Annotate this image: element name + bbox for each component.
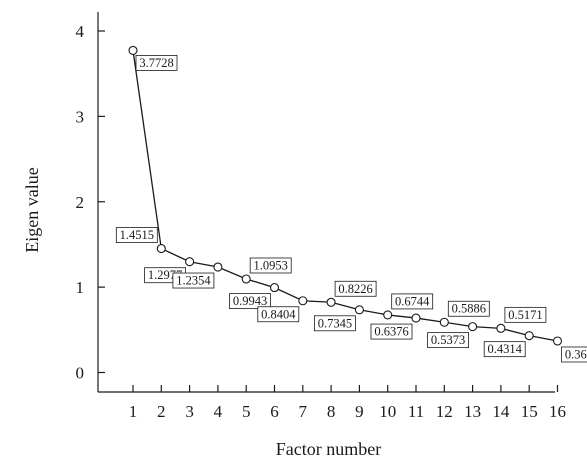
y-tick-label: 0 — [76, 364, 85, 383]
data-label-text: 0.3691 — [565, 347, 587, 361]
data-label-text: 0.9943 — [233, 294, 267, 308]
data-label-box — [370, 323, 413, 340]
data-label-box — [257, 306, 300, 323]
y-tick-label: 2 — [76, 193, 85, 212]
data-label: 1.0953 — [249, 257, 292, 274]
data-label: 0.5171 — [504, 306, 547, 323]
x-tick-label: 7 — [299, 402, 308, 421]
data-point — [185, 257, 195, 267]
data-label: 0.5373 — [427, 332, 470, 349]
data-point — [496, 323, 506, 333]
data-label-text: 0.5171 — [508, 308, 542, 322]
data-label: 0.4314 — [483, 341, 526, 358]
y-axis-title: Eigen value — [22, 167, 42, 252]
data-point — [411, 313, 421, 323]
data-point — [524, 331, 534, 341]
x-tick-label: 14 — [492, 402, 510, 421]
y-tick-label: 4 — [76, 22, 85, 41]
data-label-text: 0.8226 — [338, 282, 372, 296]
data-label-box — [504, 306, 547, 323]
data-label-box — [172, 272, 215, 289]
data-point — [269, 283, 280, 293]
x-tick-label: 4 — [214, 402, 223, 421]
data-point — [552, 336, 563, 346]
data-label-box — [561, 346, 587, 363]
x-ticks: 1 2 3 4 5 6 7 8 9 10 11 12 13 14 15 16 — [129, 385, 566, 421]
data-point — [298, 296, 308, 306]
x-tick-label: 16 — [549, 402, 566, 421]
data-label: 0.5886 — [447, 300, 490, 317]
data-label-text: 0.8404 — [261, 307, 296, 321]
data-point — [439, 317, 449, 327]
y-tick-label: 1 — [76, 278, 85, 297]
data-label-text: 1.2354 — [176, 274, 211, 288]
data-label: 0.7345 — [313, 315, 356, 332]
data-point — [383, 310, 393, 320]
series-line — [132, 50, 558, 342]
x-tick-label: 12 — [436, 402, 453, 421]
data-point — [128, 45, 138, 55]
x-tick-label: 8 — [327, 402, 336, 421]
x-tick-label: 5 — [242, 402, 251, 421]
series — [128, 45, 563, 346]
x-tick-label: 15 — [521, 402, 538, 421]
data-label: 3.7728 — [135, 54, 178, 71]
data-label: 1.2354 — [172, 272, 215, 289]
data-label: 0.9943 — [229, 293, 271, 310]
y-tick-label: 3 — [76, 107, 85, 126]
data-label-box — [391, 293, 434, 310]
data-label-text: 0.5886 — [452, 302, 486, 316]
data-point — [241, 274, 251, 284]
y-ticks: 0 1 2 3 4 — [76, 22, 105, 383]
data-label-text: 0.4314 — [488, 342, 523, 356]
x-axis-title: Factor number — [276, 439, 381, 459]
x-tick-label: 1 — [129, 402, 138, 421]
x-tick-label: 10 — [379, 402, 396, 421]
data-point — [326, 297, 336, 307]
data-label-text: 1.4515 — [120, 228, 154, 242]
data-point — [354, 305, 364, 315]
data-label-box — [447, 300, 490, 317]
data-point — [156, 244, 166, 254]
data-label-text: 0.6376 — [374, 325, 408, 339]
data-label-box — [115, 227, 158, 243]
data-label-box — [483, 341, 526, 358]
data-label-box — [229, 293, 271, 310]
data-label: 0.8226 — [334, 280, 377, 297]
data-label-text: 3.7728 — [139, 56, 173, 70]
data-label-text: 0.7345 — [318, 316, 352, 330]
data-label-box — [313, 315, 356, 332]
data-label-box — [135, 54, 178, 71]
data-point — [213, 262, 223, 272]
data-label-box — [249, 257, 292, 274]
data-label-text: 1.0953 — [254, 258, 288, 272]
x-tick-label: 11 — [408, 402, 424, 421]
data-label: 0.3691 — [561, 346, 587, 363]
data-label: 0.6376 — [370, 323, 413, 340]
x-tick-label: 3 — [185, 402, 194, 421]
x-tick-label: 13 — [464, 402, 481, 421]
data-label-box — [427, 332, 470, 349]
data-label: 0.8404 — [257, 306, 300, 323]
x-tick-label: 9 — [355, 402, 364, 421]
data-labels: 3.77281.45151.29771.23541.09530.99430.84… — [115, 54, 587, 363]
x-tick-label: 2 — [157, 402, 166, 421]
x-tick-label: 6 — [270, 402, 279, 421]
data-label-text: 0.6744 — [395, 294, 430, 308]
data-point — [468, 322, 478, 332]
data-label-box — [334, 280, 377, 297]
data-label: 1.4515 — [115, 227, 158, 243]
data-label: 0.6744 — [391, 293, 434, 310]
data-label-text: 0.5373 — [431, 333, 465, 347]
